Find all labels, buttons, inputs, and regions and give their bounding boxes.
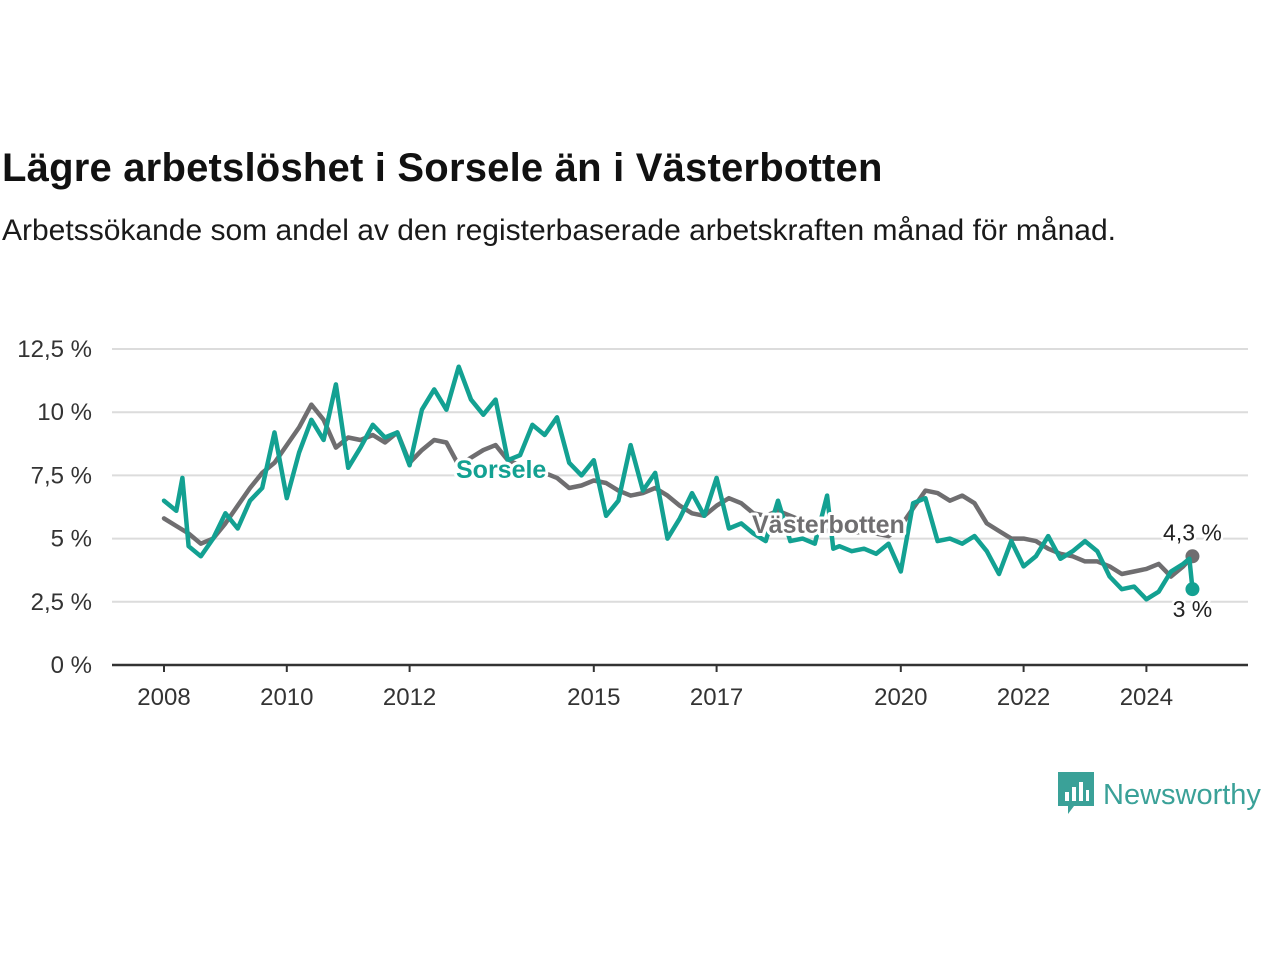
bar-chart-icon — [1058, 772, 1094, 814]
series-labels: Västerbotten Sorsele 4,3 % 3 % — [453, 453, 1224, 625]
chart-subtitle: Arbetssökande som andel av den registerb… — [2, 214, 1116, 247]
x-tick-label: 2017 — [690, 684, 743, 711]
x-tick-label: 2015 — [567, 684, 620, 711]
series-label-sorsele: Sorsele — [456, 456, 546, 484]
x-tick-label: 2020 — [874, 684, 927, 711]
x-tick-label: 2008 — [137, 684, 190, 711]
x-axis: 2008 2010 2012 2015 2017 2020 2022 2024 — [112, 663, 1248, 711]
y-tick-label: 10 % — [37, 399, 92, 426]
y-tick-label: 2,5 % — [31, 589, 92, 616]
x-tick-label: 2024 — [1120, 684, 1173, 711]
x-tick-label: 2012 — [383, 684, 436, 711]
y-tick-label: 12,5 % — [17, 336, 92, 363]
y-tick-label: 7,5 % — [31, 462, 92, 489]
y-tick-label: 0 % — [51, 652, 92, 679]
y-axis-tick-labels: 0 % 2,5 % 5 % 7,5 % 10 % 12,5 % — [17, 336, 92, 679]
x-tick-label: 2010 — [260, 684, 313, 711]
x-tick-label: 2022 — [997, 684, 1050, 711]
series-line-sorsele — [161, 364, 1195, 602]
series-lines — [161, 364, 1200, 602]
line-chart: 0 %2,5 %5 %7,5 %10 %12,5 % 2008 2010 2012 2… — [17, 336, 1248, 711]
brand-name: Newsworthy — [1103, 778, 1261, 811]
newsworthy-logo[interactable]: Newsworthy — [1058, 772, 1261, 818]
chart-title: Lägre arbetslöshet i Sorsele än i Väster… — [2, 146, 883, 190]
end-label-vasterbotten: 4,3 % — [1163, 519, 1222, 545]
end-label-sorsele: 3 % — [1173, 596, 1213, 622]
end-point-sorsele — [1185, 582, 1200, 597]
series-label-vasterbotten: Västerbotten — [752, 511, 905, 539]
series-line-västerbotten — [161, 402, 1195, 579]
y-tick-label: 5 % — [51, 526, 92, 553]
grid-lines — [112, 348, 1248, 603]
